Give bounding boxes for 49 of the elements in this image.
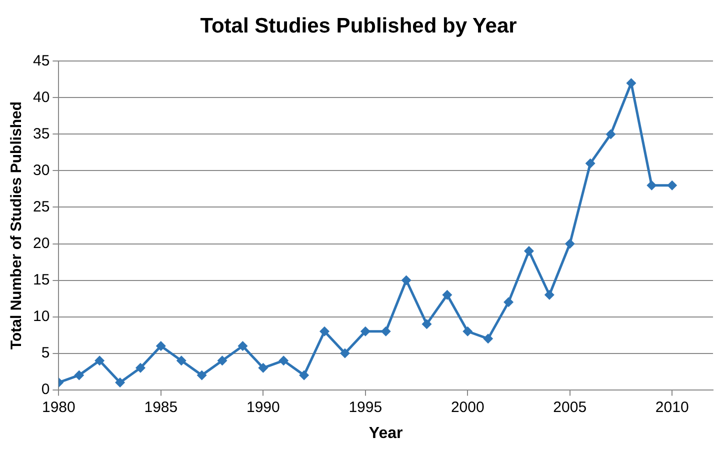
x-tick-label: 2000 <box>450 398 484 416</box>
point <box>422 319 432 330</box>
x-tick-label: 1990 <box>246 398 280 416</box>
y-tick-label: 0 <box>41 380 50 398</box>
point <box>380 326 391 336</box>
y-tick-label: 25 <box>32 198 50 216</box>
x-tick-label: 1995 <box>348 398 382 416</box>
x-tick-label: 2005 <box>553 398 587 416</box>
point <box>258 362 268 373</box>
y-tick-label: 35 <box>32 125 50 142</box>
y-axis-title: Total Number of Studies Published <box>8 101 26 350</box>
point <box>278 356 289 366</box>
point <box>667 180 678 190</box>
x-tick-label: 2010 <box>655 398 689 416</box>
y-tick-label: 45 <box>32 52 50 70</box>
x-axis-title: Year <box>368 424 403 442</box>
y-tick-label: 40 <box>32 88 50 106</box>
y-tick-label: 20 <box>32 234 50 252</box>
point <box>401 275 412 286</box>
point <box>176 356 186 366</box>
point <box>504 297 514 308</box>
point <box>585 158 596 168</box>
point <box>217 356 228 366</box>
point <box>524 246 534 256</box>
point <box>94 356 105 366</box>
point <box>564 238 575 249</box>
x-tick-label: 1985 <box>144 398 178 416</box>
point <box>544 290 554 300</box>
y-tick-label: 5 <box>41 344 50 362</box>
point <box>320 326 330 336</box>
point <box>340 348 350 358</box>
point <box>483 334 494 344</box>
point <box>299 370 310 380</box>
point <box>74 370 84 380</box>
point <box>196 370 207 380</box>
point <box>360 326 370 336</box>
point <box>156 340 166 351</box>
y-tick-label: 30 <box>32 162 50 179</box>
point <box>238 340 248 351</box>
point <box>115 378 126 388</box>
y-tick-label: 10 <box>32 308 50 325</box>
x-tick-label: 1980 <box>42 398 76 416</box>
point <box>462 326 473 336</box>
point <box>606 129 616 140</box>
point <box>135 362 146 373</box>
point <box>646 180 657 190</box>
chart-title: Total Studies Published by Year <box>200 14 517 38</box>
y-tick-label: 15 <box>32 271 50 288</box>
point <box>442 290 452 300</box>
